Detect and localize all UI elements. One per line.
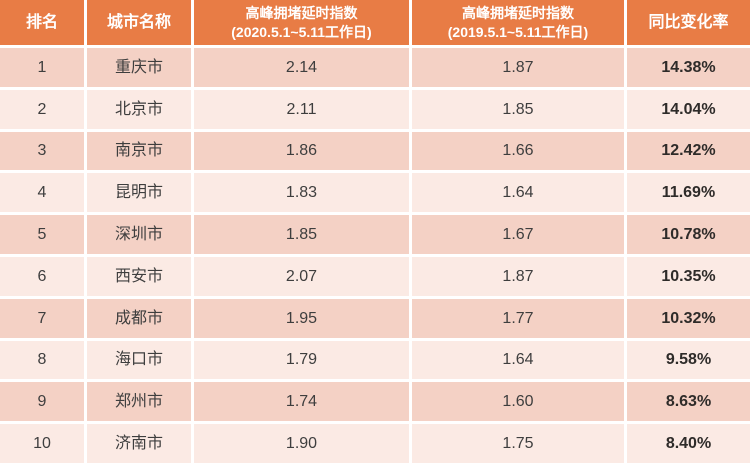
header-cell-change: 同比变化率	[627, 0, 750, 45]
change-cell: 14.38%	[627, 48, 750, 87]
index-2020-cell: 1.90	[194, 424, 409, 463]
index-2019-cell: 1.64	[412, 173, 624, 213]
index-2020-cell: 1.95	[194, 298, 409, 338]
rank-cell: 8	[0, 340, 84, 380]
index-2019-cell: 1.77	[412, 298, 624, 338]
rank-cell: 6	[0, 256, 84, 296]
change-cell: 10.78%	[627, 215, 750, 254]
index-2020-cell: 1.79	[194, 340, 409, 380]
index-2020-cell: 2.14	[194, 48, 409, 87]
change-cell: 10.32%	[627, 298, 750, 338]
index-2019-cell: 1.66	[412, 131, 624, 171]
rank-cell: 7	[0, 298, 84, 338]
city-cell: 成都市	[87, 298, 191, 338]
index-2020-cell: 2.11	[194, 89, 409, 129]
city-cell: 重庆市	[87, 48, 191, 87]
change-cell: 14.04%	[627, 89, 750, 129]
rank-cell: 2	[0, 89, 84, 129]
rank-cell: 1	[0, 48, 84, 87]
index-2020-cell: 1.83	[194, 173, 409, 213]
header-cell-index-2019: 高峰拥堵延时指数 (2019.5.1~5.11工作日)	[412, 0, 624, 45]
rank-cell: 4	[0, 173, 84, 213]
rank-cell: 9	[0, 382, 84, 422]
index-2019-cell: 1.87	[412, 256, 624, 296]
city-cell: 昆明市	[87, 173, 191, 213]
header-cell-city: 城市名称	[87, 0, 191, 45]
index-2020-cell: 1.86	[194, 131, 409, 171]
city-cell: 深圳市	[87, 215, 191, 254]
index-2019-cell: 1.87	[412, 48, 624, 87]
index-2019-cell: 1.75	[412, 424, 624, 463]
header-cell-rank: 排名	[0, 0, 84, 45]
city-cell: 北京市	[87, 89, 191, 129]
header-cell-index-2020: 高峰拥堵延时指数 (2020.5.1~5.11工作日)	[194, 0, 409, 45]
rank-cell: 10	[0, 424, 84, 463]
rank-cell: 5	[0, 215, 84, 254]
change-cell: 9.58%	[627, 340, 750, 380]
change-cell: 8.40%	[627, 424, 750, 463]
change-cell: 11.69%	[627, 173, 750, 213]
city-cell: 济南市	[87, 424, 191, 463]
index-2020-cell: 2.07	[194, 256, 409, 296]
index-2019-cell: 1.60	[412, 382, 624, 422]
header-index-2020-period: (2020.5.1~5.11工作日)	[231, 23, 372, 40]
city-cell: 海口市	[87, 340, 191, 380]
city-cell: 西安市	[87, 256, 191, 296]
index-2019-cell: 1.67	[412, 215, 624, 254]
rank-cell: 3	[0, 131, 84, 171]
header-index-2020-title: 高峰拥堵延时指数	[245, 4, 358, 21]
index-2020-cell: 1.85	[194, 215, 409, 254]
index-2019-cell: 1.64	[412, 340, 624, 380]
change-cell: 8.63%	[627, 382, 750, 422]
city-cell: 南京市	[87, 131, 191, 171]
change-cell: 10.35%	[627, 256, 750, 296]
city-cell: 郑州市	[87, 382, 191, 422]
index-2020-cell: 1.74	[194, 382, 409, 422]
change-cell: 12.42%	[627, 131, 750, 171]
header-index-2019-title: 高峰拥堵延时指数	[462, 4, 574, 21]
index-2019-cell: 1.85	[412, 89, 624, 129]
header-index-2019-period: (2019.5.1~5.11工作日)	[447, 23, 589, 40]
